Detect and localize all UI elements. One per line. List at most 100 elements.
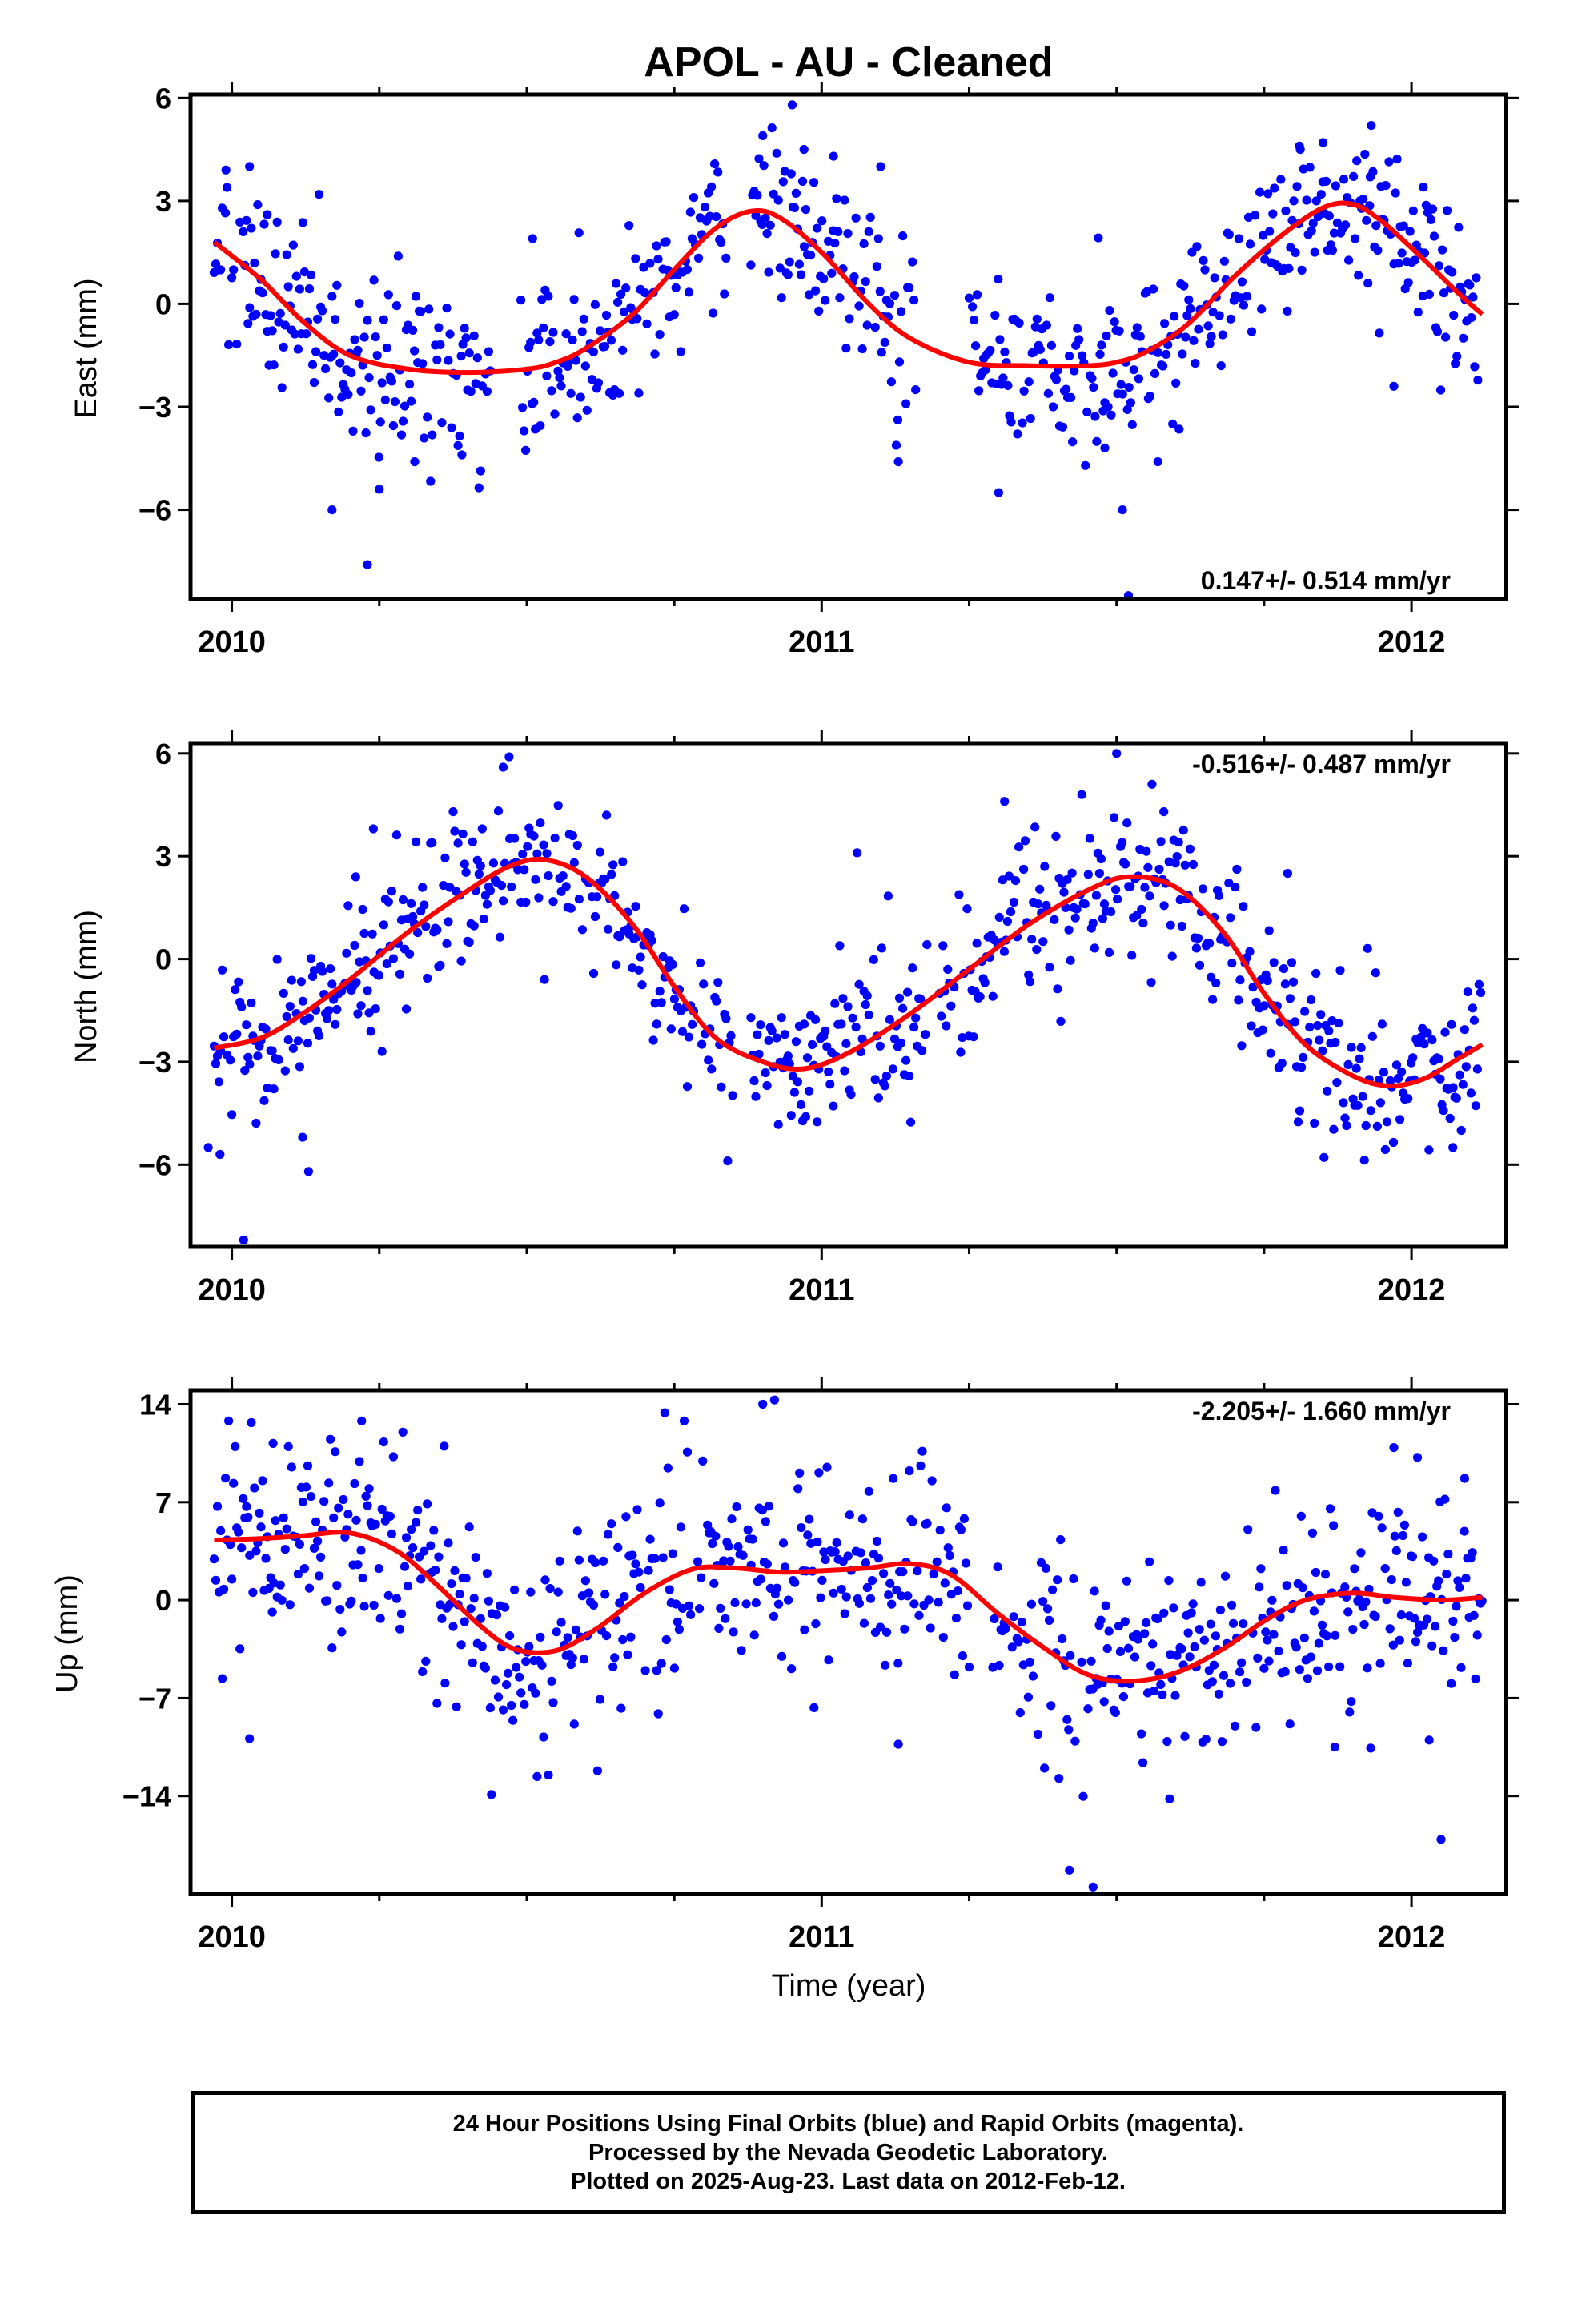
data-point [1398, 1530, 1407, 1541]
data-point [867, 1576, 877, 1586]
data-point [1178, 349, 1187, 359]
data-point [1243, 1525, 1253, 1534]
data-point [516, 1688, 526, 1698]
data-point [520, 865, 529, 875]
x-tick-label: 2011 [789, 1273, 854, 1307]
data-point [421, 1656, 431, 1666]
data-point [444, 917, 453, 927]
data-point [377, 1504, 387, 1514]
data-point [247, 1417, 256, 1428]
data-point [1030, 822, 1040, 832]
data-point [905, 1466, 914, 1476]
data-point [569, 1719, 579, 1729]
data-point [335, 358, 345, 368]
data-point [1025, 1657, 1034, 1667]
data-point [432, 1699, 442, 1708]
data-point [673, 1617, 683, 1626]
data-point [532, 1771, 542, 1781]
data-point [1375, 328, 1384, 338]
data-point [1002, 916, 1012, 927]
data-point [811, 286, 821, 296]
data-point [811, 1015, 821, 1024]
data-point [259, 219, 269, 229]
data-point [975, 992, 985, 1002]
data-point [504, 1668, 513, 1678]
data-point [1454, 223, 1464, 232]
data-point [476, 1614, 485, 1623]
data-point [1091, 891, 1101, 900]
data-point [356, 386, 366, 396]
data-point [351, 872, 360, 882]
data-point [1412, 1453, 1423, 1462]
data-point [1465, 280, 1475, 290]
data-point [1410, 255, 1419, 265]
data-point [1054, 1774, 1064, 1783]
data-point [226, 1055, 235, 1065]
data-point [870, 1075, 880, 1084]
data-point [388, 1452, 398, 1462]
data-point [267, 1607, 277, 1617]
data-point [1418, 1532, 1427, 1542]
data-point [507, 1700, 516, 1711]
data-point [1354, 271, 1363, 280]
data-point [1268, 209, 1278, 219]
data-point [1242, 292, 1252, 301]
data-point [1158, 361, 1168, 371]
data-point [615, 388, 624, 398]
data-point [224, 1416, 234, 1425]
data-point [267, 1046, 277, 1055]
data-point [898, 1003, 908, 1013]
data-point [1335, 966, 1345, 975]
data-point [882, 1627, 892, 1637]
data-point [548, 328, 558, 337]
data-point [592, 892, 602, 902]
data-point [927, 1476, 937, 1486]
data-point [762, 1559, 772, 1569]
data-point [1166, 920, 1175, 930]
data-point [862, 991, 872, 1000]
data-point [787, 100, 797, 110]
data-point [889, 1474, 898, 1483]
data-point [1366, 1743, 1375, 1753]
data-point [841, 1592, 851, 1602]
data-point [329, 349, 339, 359]
data-point [1331, 181, 1340, 191]
data-point [1146, 978, 1156, 987]
data-point [1247, 327, 1257, 336]
data-point [283, 1441, 293, 1451]
data-point [773, 1599, 784, 1609]
data-point [943, 1543, 953, 1553]
data-point [1192, 242, 1202, 251]
data-point [887, 1599, 897, 1609]
data-point [1469, 1610, 1479, 1620]
data-point [1448, 1083, 1458, 1092]
data-point [353, 345, 363, 355]
data-point [767, 123, 777, 133]
data-point [1371, 1611, 1380, 1622]
data-point [1058, 422, 1068, 432]
data-point [495, 932, 505, 942]
data-point [861, 1558, 870, 1568]
data-point [245, 303, 255, 312]
data-point [1256, 1564, 1266, 1574]
data-point [579, 1655, 589, 1664]
data-point [1035, 344, 1045, 354]
data-point [353, 1560, 363, 1570]
data-point [1285, 1719, 1295, 1729]
data-point [251, 309, 261, 319]
data-point [1042, 320, 1051, 330]
data-point [767, 1026, 777, 1035]
data-point [1380, 1144, 1390, 1155]
data-point [1310, 1118, 1319, 1128]
data-point [772, 1033, 781, 1043]
data-point [1046, 1701, 1056, 1711]
data-point [1363, 279, 1373, 288]
data-point [445, 329, 455, 339]
data-point [1227, 959, 1237, 968]
data-point [468, 1658, 477, 1667]
data-point [1127, 420, 1137, 429]
data-point [1460, 1526, 1469, 1536]
data-point [1373, 246, 1383, 255]
data-point [413, 1506, 423, 1515]
data-point [398, 895, 408, 905]
